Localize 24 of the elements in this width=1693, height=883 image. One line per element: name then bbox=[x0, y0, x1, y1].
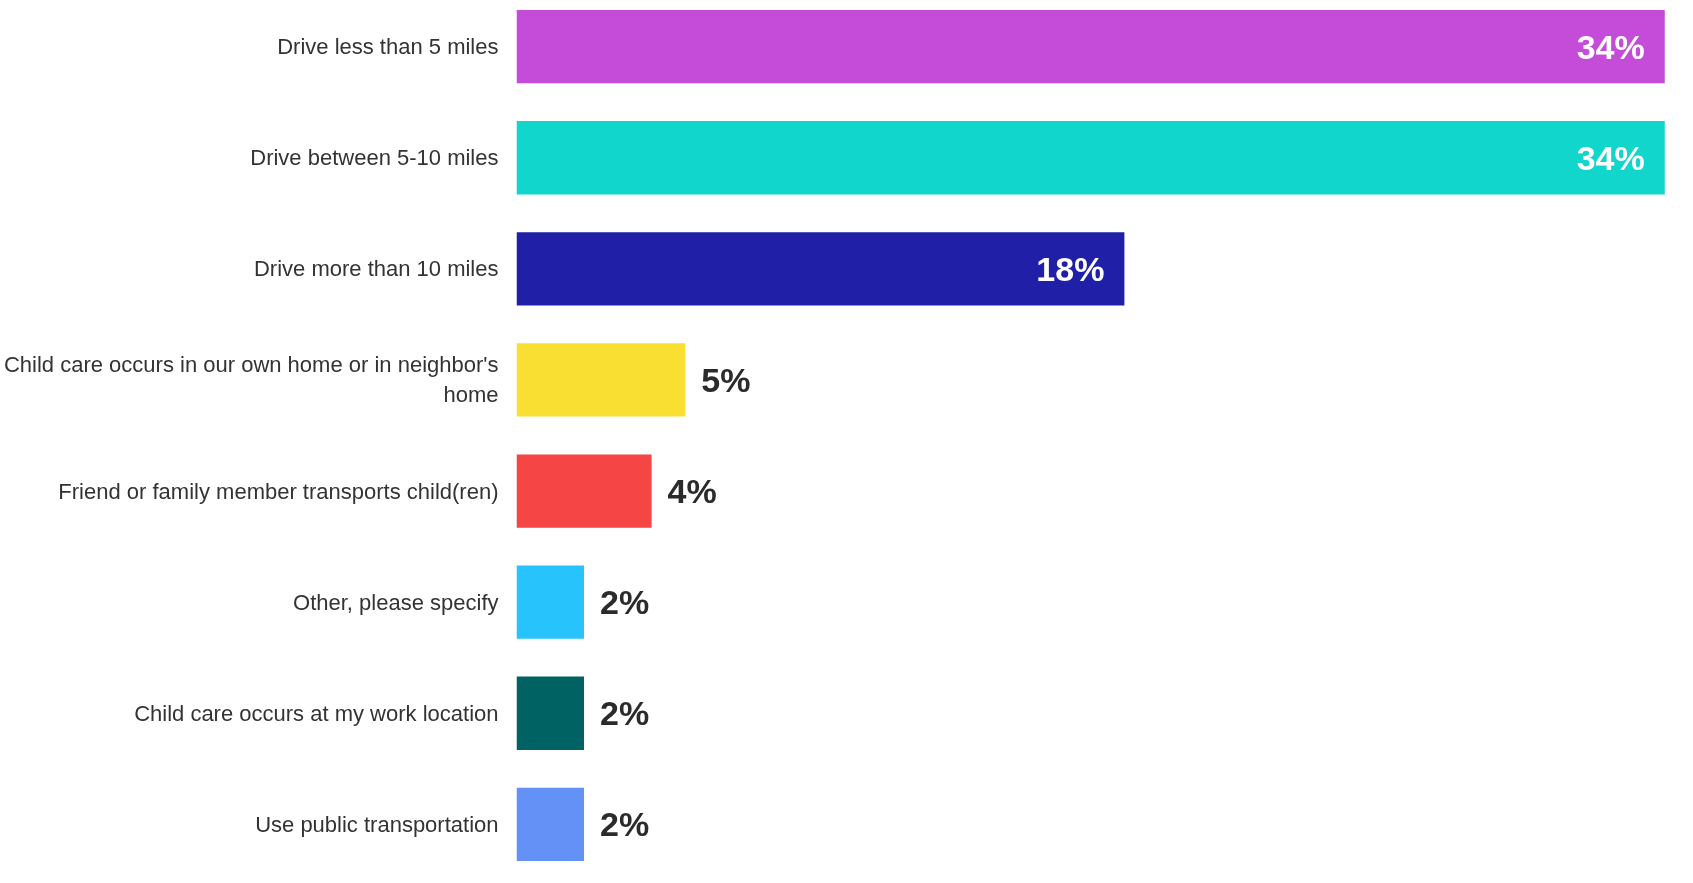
y-tick-label: Drive more than 10 miles bbox=[253, 256, 499, 282]
bar bbox=[516, 121, 1665, 195]
data-label: 4% bbox=[667, 472, 717, 511]
data-label: 2% bbox=[600, 583, 650, 622]
bar bbox=[516, 454, 652, 528]
y-tick-label: Use public transportation bbox=[255, 811, 499, 837]
bar bbox=[516, 9, 1665, 84]
data-label: 2% bbox=[600, 694, 650, 733]
y-tick-label: Other, please specify bbox=[293, 589, 499, 615]
data-label: 34% bbox=[1576, 138, 1645, 177]
data-label: 18% bbox=[1036, 249, 1105, 288]
data-label: 2% bbox=[600, 805, 650, 844]
y-tick-label: Child care occurs in our own home or in neighbor's home bbox=[3, 352, 499, 408]
bar bbox=[516, 232, 1125, 306]
bar bbox=[516, 787, 585, 862]
y-tick-label: Friend or family member transports child(ren) bbox=[58, 478, 499, 504]
data-label: 34% bbox=[1576, 27, 1645, 66]
y-tick-label: Drive between 5-10 miles bbox=[250, 145, 499, 171]
bar bbox=[516, 343, 686, 417]
y-tick-label: Child care occurs at my work location bbox=[134, 700, 499, 726]
bar bbox=[516, 565, 585, 639]
bar bbox=[516, 676, 585, 750]
data-label: 5% bbox=[701, 360, 751, 399]
y-tick-label: Drive less than 5 miles bbox=[277, 34, 499, 60]
